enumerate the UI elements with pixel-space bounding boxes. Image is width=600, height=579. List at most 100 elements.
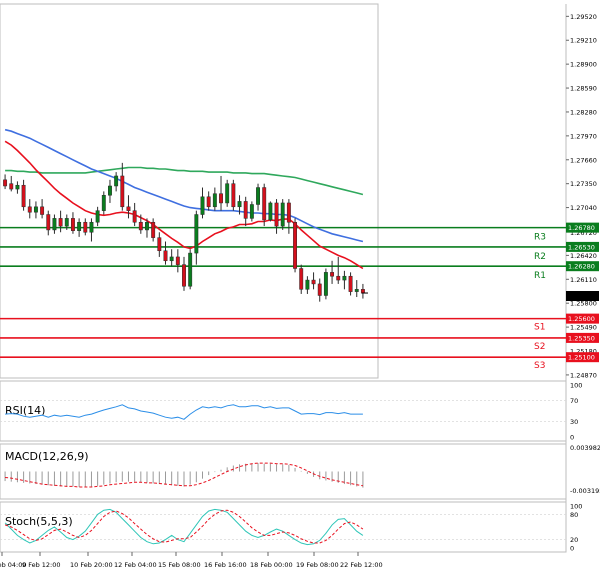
pivot-levels: 1.26780 R3 1.26530 R2 1.26280 R1 1.25600 S1 1.25… (0, 222, 599, 371)
level-tag-bg-r1 (566, 261, 599, 272)
candle-body-bear (3, 179, 8, 187)
candle (219, 175, 223, 211)
candle-body-bear (120, 175, 125, 208)
rsi-panel: RSI(14) 100 70 30 0 (0, 380, 582, 442)
price-tick-label: 1.28590 (570, 85, 597, 93)
level-tag-r1: 1.26280 (568, 263, 595, 271)
candle-body-bull (15, 184, 20, 190)
time-tick-label: 10 Feb 20:00 (70, 561, 113, 569)
candle-body-bear (163, 250, 168, 262)
macd-label: MACD(12,26,9) (5, 450, 89, 463)
candlesticks (3, 162, 368, 302)
ema-red-line (4, 140, 364, 270)
candle (157, 232, 162, 257)
candle-body-bull (256, 187, 260, 205)
level-name-s2: S2 (534, 342, 545, 352)
candle-body-bull (342, 275, 347, 281)
candle-body-bear (58, 218, 63, 227)
candle-body-bull (52, 218, 57, 231)
candle (354, 280, 359, 298)
candle-body-bear (157, 237, 162, 252)
candle-body-bull (145, 221, 149, 231)
candle (188, 249, 193, 290)
candle (317, 278, 322, 302)
candle (64, 214, 69, 230)
rsi-tick-label: 0 (570, 434, 574, 442)
candle (108, 179, 112, 203)
candle (225, 179, 230, 207)
price-tick-label: 1.25490 (570, 324, 597, 332)
candle-body-bear (348, 275, 353, 292)
time-tick-label: 18 Feb 00:00 (250, 561, 293, 569)
candle-body-bull (268, 202, 273, 221)
candle (293, 218, 297, 273)
candle-body-bear (231, 183, 236, 208)
candle-body-bear (71, 218, 75, 231)
candle (145, 218, 149, 238)
candle (194, 210, 199, 265)
candle-body-bear (286, 202, 291, 223)
price-panel-frame (0, 3, 379, 379)
candle (262, 183, 267, 227)
price-tick-label: 1.28900 (570, 61, 597, 69)
price-tick-label: 1.28280 (570, 108, 597, 116)
level-name-r2: R2 (534, 252, 546, 262)
time-tick-label: 16 Feb 16:00 (204, 561, 247, 569)
candle (286, 199, 291, 234)
candle (95, 206, 100, 227)
level-tag-bg-s2 (566, 332, 599, 343)
level-name-r3: R3 (534, 233, 546, 243)
candle-body-bear (262, 187, 267, 221)
level-tag-bg-s1 (566, 313, 599, 324)
stoch-main-line (4, 508, 364, 546)
candle-body-bull (89, 221, 94, 233)
candle (83, 218, 88, 236)
candle-body-bull (64, 218, 69, 227)
current-price-tag-bg (566, 291, 599, 301)
price-axis: 1.29520 1.29210 1.28900 1.28590 1.28280 1.279… (566, 13, 597, 379)
price-tick-label: 1.26110 (570, 276, 597, 284)
price-panel: 1.29520 1.29210 1.28900 1.28590 1.28280 1.279… (0, 3, 599, 552)
level-name-s1: S1 (534, 323, 545, 333)
candle-body-bull (101, 194, 106, 211)
candle-body-bull (95, 210, 100, 223)
candle-body-bull (305, 279, 310, 290)
candle-body-bear (299, 268, 304, 290)
price-tick-label: 1.29520 (570, 13, 597, 21)
current-price-tag (566, 291, 599, 301)
candle-body-bear (336, 275, 341, 281)
macd-panel-frame (0, 443, 567, 500)
level-tag-s1: 1.25600 (568, 315, 595, 323)
candle (163, 241, 168, 265)
candle-body-bull (188, 252, 193, 287)
candle (114, 172, 119, 192)
candle (348, 272, 353, 296)
candle-body-bull (114, 175, 119, 187)
candle (274, 199, 279, 234)
stoch-tick-label: 0 (570, 545, 574, 553)
rsi-tick-label: 100 (570, 382, 582, 390)
candle-body-bull (249, 204, 254, 219)
level-tag-s3: 1.25100 (568, 354, 595, 362)
rsi-panel-frame (0, 380, 567, 442)
candle-body-bear (40, 206, 45, 215)
candle-body-bull (169, 256, 174, 262)
stoch-tick-label: 80 (570, 511, 578, 519)
stoch-label: Stoch(5,5,3) (5, 515, 73, 528)
candle (206, 191, 211, 211)
candle (299, 264, 304, 294)
candle (58, 210, 63, 233)
stoch-tick-label: 100 (570, 503, 582, 511)
candle (120, 162, 125, 211)
candle (101, 191, 106, 215)
candle (200, 187, 205, 219)
macd-axis: 0.003982 -0.003195 (570, 444, 600, 495)
moving-averages (4, 128, 364, 270)
level-tag-bg-r2 (566, 241, 599, 252)
candle-body-bear (83, 221, 88, 233)
candle-body-bear (182, 264, 186, 287)
level-tag-bg-r3 (566, 222, 599, 233)
candle (71, 212, 75, 234)
